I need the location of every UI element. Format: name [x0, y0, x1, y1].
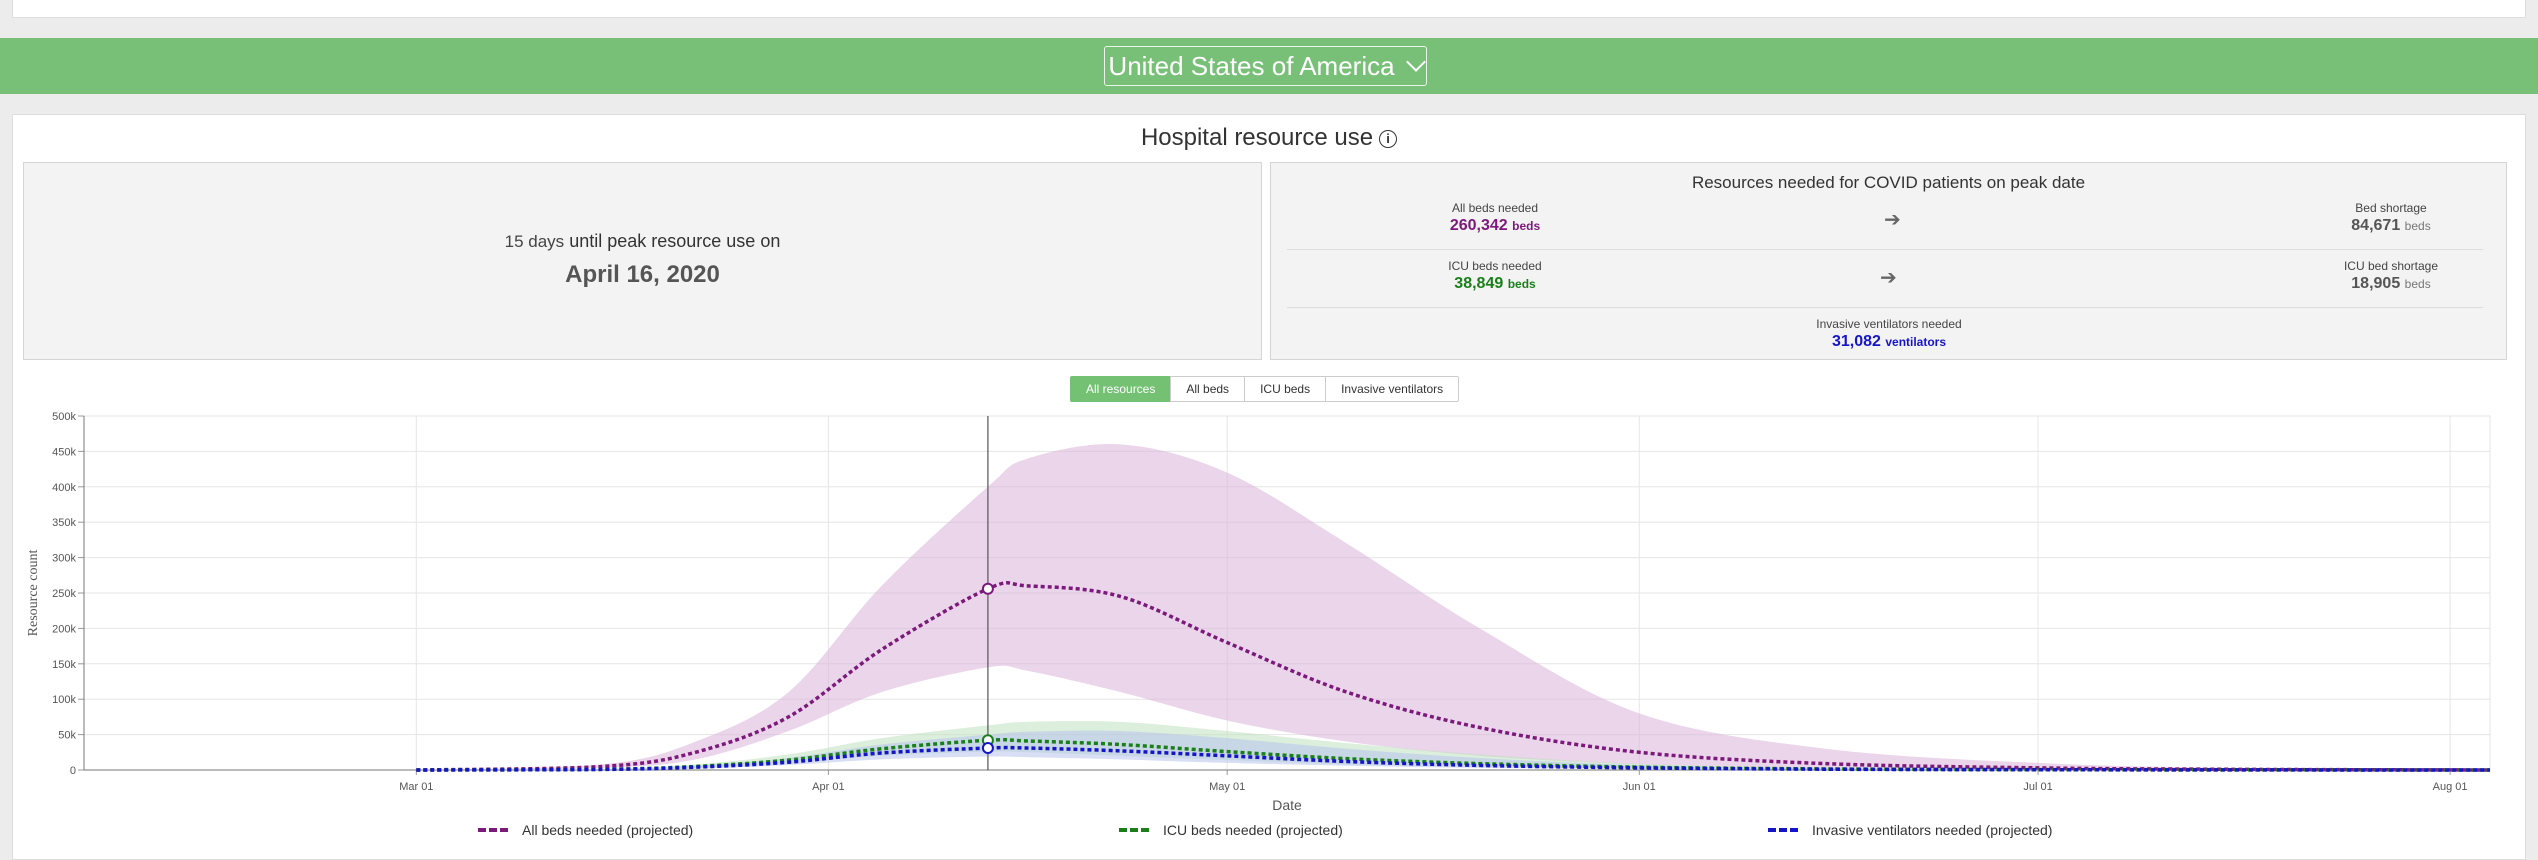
all-beds-label: All beds needed: [1451, 201, 1539, 215]
country-bar: [0, 38, 2538, 94]
peak-text: until peak resource use on: [569, 231, 781, 251]
arrow-right-icon: ➔: [1880, 267, 1897, 289]
x-tick-label: Jun 01: [1623, 781, 1656, 793]
icu-unit: beds: [1507, 277, 1536, 291]
y-tick-label: 250k: [52, 588, 76, 600]
legend-label: ICU beds needed (projected): [1163, 822, 1343, 838]
resources-summary: Resources needed for COVID patients on p…: [1270, 162, 2507, 360]
icu-shortage-label: ICU bed shortage: [2343, 259, 2439, 273]
all-beds-value: 260,342: [1449, 217, 1508, 234]
tab-all-beds[interactable]: All beds: [1170, 376, 1246, 402]
bed-shortage-value: 84,671: [2351, 217, 2401, 234]
legend-swatch: [478, 828, 508, 832]
icu-shortage-value: 18,905: [2351, 275, 2401, 292]
divider: [1287, 307, 2483, 308]
series-line: [416, 737, 2491, 772]
vent-unit: ventilators: [1885, 335, 1947, 349]
section-title: Hospital resource use i: [0, 124, 2538, 152]
y-tick-label: 350k: [52, 517, 76, 529]
confidence-band: [416, 730, 2491, 770]
y-tick-label: 300k: [52, 553, 76, 565]
bed-shortage: Bed shortage 84,671 beds: [2271, 201, 2511, 235]
resource-chart[interactable]: 0 50k 100k 150k 200k 250k 300k 350k 400k 450k 500k…: [0, 404, 2538, 820]
legend-item-all-beds[interactable]: All beds needed (projected): [478, 822, 693, 838]
vent-label: Invasive ventilators needed: [1816, 317, 1962, 331]
all-beds-needed: All beds needed 260,342 beds: [1375, 201, 1615, 235]
y-axis-label: Resource count: [26, 550, 41, 637]
x-axis-label: Date: [1272, 797, 1302, 813]
x-tick-label: Apr 01: [812, 781, 844, 793]
tab-invasive-ventilators[interactable]: Invasive ventilators: [1325, 376, 1460, 402]
arrow-right-icon: ➔: [1884, 209, 1901, 231]
icu-value: 38,849: [1454, 275, 1504, 292]
tab-icu-beds[interactable]: ICU beds: [1244, 376, 1327, 402]
legend-label: All beds needed (projected): [522, 822, 694, 838]
bed-shortage-value-line: 84,671 beds: [2271, 217, 2511, 235]
x-tick-label: May 01: [1209, 781, 1245, 793]
vent-value-line: 31,082 ventilators: [1769, 333, 2009, 351]
x-tick-label: Aug 01: [2433, 781, 2468, 793]
y-tick-label: 150k: [52, 659, 76, 671]
resource-tabs: All resources All beds ICU beds Invasive…: [1070, 376, 1460, 402]
y-tick-label: 50k: [58, 730, 76, 742]
icu-label: ICU beds needed: [1448, 259, 1542, 273]
tab-all-resources[interactable]: All resources: [1070, 376, 1172, 402]
ventilators-needed: Invasive ventilators needed 31,082 venti…: [1769, 317, 2009, 351]
icu-shortage-value-line: 18,905 beds: [2271, 275, 2511, 293]
legend-swatch: [1119, 828, 1149, 832]
resources-title: Resources needed for COVID patients on p…: [1691, 173, 2086, 192]
y-tick-label: 400k: [52, 482, 76, 494]
icu-beds-needed: ICU beds needed 38,849 beds: [1375, 259, 1615, 293]
icu-value-line: 38,849 beds: [1375, 275, 1615, 293]
icu-bed-shortage: ICU bed shortage 18,905 beds: [2271, 259, 2511, 293]
series-line: [416, 581, 2491, 772]
peak-date: April 16, 2020: [565, 261, 720, 288]
confidence-band: [416, 443, 2491, 770]
all-beds-value-line: 260,342 beds: [1375, 217, 1615, 235]
chevron-down-icon: [1405, 52, 1426, 72]
country-dropdown[interactable]: United States of America: [1104, 46, 1427, 86]
chart-legend: All beds needed (projected) ICU beds nee…: [0, 822, 2538, 844]
legend-label: Invasive ventilators needed (projected): [1812, 822, 2053, 838]
vent-value: 31,082: [1831, 333, 1881, 350]
peak-summary: 15 days until peak resource use on April…: [23, 162, 1262, 360]
peak-days: 15 days: [504, 232, 565, 251]
confidence-band: [416, 721, 2491, 770]
bed-shortage-label: Bed shortage: [2355, 201, 2427, 215]
x-tick-label: Jul 01: [2023, 781, 2052, 793]
y-tick-label: 500k: [52, 411, 76, 423]
legend-swatch: [1768, 828, 1798, 832]
data-point: [981, 742, 994, 755]
y-tick-label: 200k: [52, 623, 76, 635]
legend-item-ventilators[interactable]: Invasive ventilators needed (projected): [1768, 822, 2052, 838]
bed-shortage-unit: beds: [2404, 219, 2431, 233]
peak-countdown: 15 days until peak resource use on: [24, 231, 1261, 252]
all-beds-unit: beds: [1512, 219, 1541, 233]
section-title-text: Hospital resource use: [1140, 124, 1374, 151]
y-tick-label: 450k: [52, 446, 76, 458]
info-circle-icon[interactable]: i: [1379, 130, 1398, 148]
previous-card: [12, 0, 2526, 18]
country-label: United States of America: [1108, 50, 1395, 81]
y-tick-label: 0: [70, 765, 76, 777]
data-point: [981, 582, 994, 595]
x-tick-label: Mar 01: [399, 781, 433, 793]
icu-shortage-unit: beds: [2404, 277, 2431, 291]
divider: [1287, 249, 2483, 250]
legend-item-icu-beds[interactable]: ICU beds needed (projected): [1119, 822, 1343, 838]
y-tick-label: 100k: [52, 694, 76, 706]
